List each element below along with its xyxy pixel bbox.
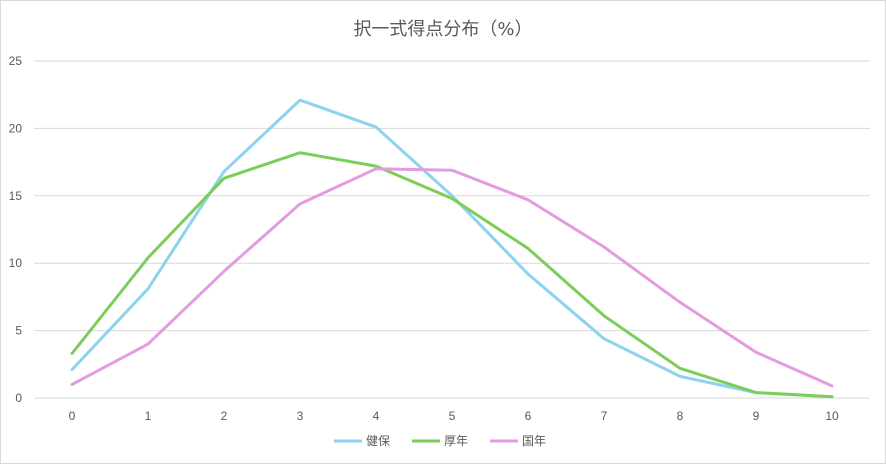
gridlines (34, 60, 870, 399)
series-line (70, 98, 834, 399)
chart-title: 択一式得点分布（%） (353, 19, 532, 40)
legend: 健保 厚年 国年 (334, 434, 546, 448)
series-line (70, 167, 834, 388)
y-axis-ticks: 0 5 10 15 20 25 (9, 54, 23, 405)
x-tick-label: 6 (525, 409, 532, 423)
x-tick-label: 1 (145, 409, 152, 423)
legend-label: 国年 (522, 434, 546, 448)
y-tick-label: 25 (9, 54, 23, 68)
x-tick-label: 5 (449, 409, 456, 423)
y-tick-label: 5 (15, 324, 22, 338)
x-tick-label: 3 (297, 409, 304, 423)
y-tick-label: 0 (15, 391, 22, 405)
y-tick-label: 15 (9, 189, 23, 203)
x-axis-ticks: 0 1 2 3 4 5 6 7 8 9 10 (69, 409, 839, 423)
y-tick-label: 10 (9, 256, 23, 270)
x-tick-label: 4 (373, 409, 380, 423)
x-tick-label: 0 (69, 409, 76, 423)
x-tick-label: 8 (677, 409, 684, 423)
legend-label: 厚年 (444, 434, 468, 448)
x-tick-label: 2 (221, 409, 228, 423)
y-tick-label: 20 (9, 121, 23, 135)
x-tick-label: 9 (753, 409, 760, 423)
series-line (70, 151, 834, 399)
legend-label: 健保 (366, 434, 390, 448)
x-tick-label: 7 (601, 409, 608, 423)
x-tick-label: 10 (825, 409, 839, 423)
series-lines (70, 98, 834, 399)
